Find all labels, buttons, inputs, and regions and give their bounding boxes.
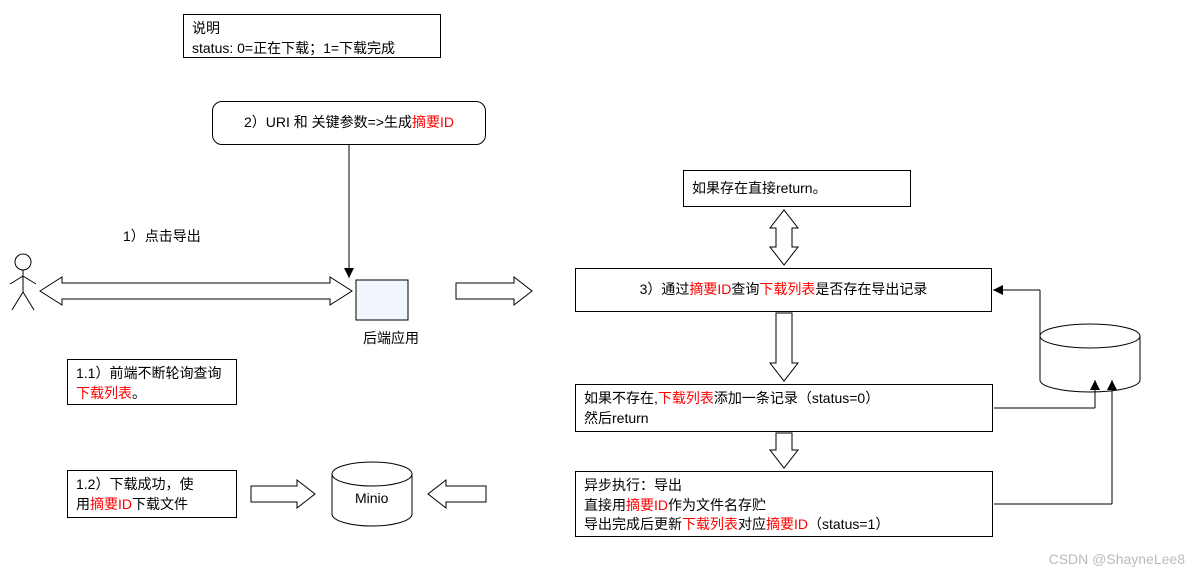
diagram-stage: 说明 status: 0=正在下载；1=下载完成 2）URI 和 关键参数=>生… (0, 0, 1191, 571)
svg-layer (0, 0, 1191, 571)
